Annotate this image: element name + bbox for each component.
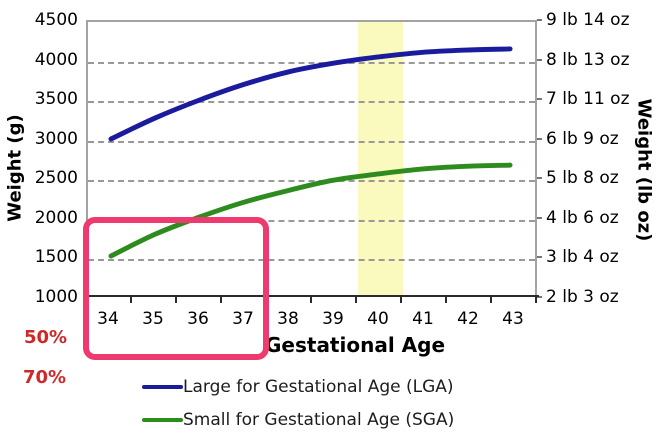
y-right-tick-7: 2 lb 3 oz xyxy=(546,287,619,307)
y-right-tick-5: 4 lb 6 oz xyxy=(546,207,619,228)
y-left-tick-3000: 3000 xyxy=(34,128,78,149)
y-right-tick-1: 8 lb 13 oz xyxy=(546,49,630,70)
y-left-tick-4500: 4500 xyxy=(34,10,78,30)
annotation-50-percent: 50% xyxy=(24,327,68,348)
plot-area xyxy=(86,20,537,297)
legend-label-lga: Large for Gestational Age (LGA) xyxy=(183,376,454,397)
x-axis-line xyxy=(84,295,539,297)
x-tick-43: 43 xyxy=(502,309,524,329)
x-tick-34: 34 xyxy=(97,309,119,329)
annotation-70-percent: 70% xyxy=(23,367,67,388)
y-left-tick-3500: 3500 xyxy=(34,89,78,110)
y-right-tick-mark xyxy=(537,177,542,180)
gridline-3000 xyxy=(88,140,535,143)
x-axis-tick-mark xyxy=(444,297,447,303)
legend: Large for Gestational Age (LGA) Small fo… xyxy=(142,375,454,441)
y-left-tick-1000: 1000 xyxy=(34,287,78,307)
y-right-tick-mark xyxy=(537,137,542,140)
y-right-tick-3: 6 lb 9 oz xyxy=(546,128,619,149)
x-axis-tick-mark xyxy=(354,297,357,303)
y-right-tick-0: 9 lb 14 oz xyxy=(546,10,630,30)
annotation-box-weeks-34-37 xyxy=(83,217,269,360)
x-tick-35: 35 xyxy=(142,309,164,329)
y-right-tick-mark xyxy=(537,19,542,21)
x-axis-tick-mark xyxy=(534,297,537,303)
gridline-3500 xyxy=(88,101,535,104)
curves-svg xyxy=(108,46,513,259)
y-left-tick-4000: 4000 xyxy=(34,49,78,70)
y-right-tick-2: 7 lb 11 oz xyxy=(546,89,630,110)
lga-curve xyxy=(108,46,513,142)
y-right-tick-mark xyxy=(537,296,542,298)
gridline-2500 xyxy=(88,180,535,183)
y-right-tick-mark xyxy=(537,58,542,61)
gridline-2000 xyxy=(88,219,535,222)
x-axis-tick-mark xyxy=(489,297,492,303)
lga-line-swatch xyxy=(142,384,183,389)
y-right-tick-mark xyxy=(537,216,542,219)
week40-highlight-band xyxy=(357,22,403,295)
x-tick-37: 37 xyxy=(232,309,254,329)
x-axis-tick-mark xyxy=(129,297,132,303)
legend-item-lga: Large for Gestational Age (LGA) xyxy=(142,375,454,398)
x-tick-36: 36 xyxy=(187,309,209,329)
gridline-1500 xyxy=(88,259,535,262)
y-right-tick-mark xyxy=(537,98,542,101)
sga-curve xyxy=(108,162,513,259)
y-left-tick-1500: 1500 xyxy=(34,247,78,268)
legend-item-sga: Small for Gestational Age (SGA) xyxy=(142,408,454,431)
y-right-tick-6: 3 lb 4 oz xyxy=(546,247,619,268)
right-axis-title: Weight (lb oz) xyxy=(633,98,655,242)
legend-label-sga: Small for Gestational Age (SGA) xyxy=(183,409,455,430)
x-tick-41: 41 xyxy=(412,309,434,329)
x-axis-tick-mark xyxy=(309,297,312,303)
y-left-tick-2000: 2000 xyxy=(34,207,78,228)
x-tick-40: 40 xyxy=(367,309,389,329)
x-tick-42: 42 xyxy=(457,309,479,329)
x-axis-tick-mark xyxy=(219,297,222,303)
gridline-4000 xyxy=(88,61,535,64)
x-axis-tick-mark xyxy=(174,297,177,303)
x-tick-39: 39 xyxy=(322,309,344,329)
y-right-tick-4: 5 lb 8 oz xyxy=(546,168,619,189)
sga-line-swatch xyxy=(142,417,183,422)
x-tick-38: 38 xyxy=(277,309,299,329)
y-right-tick-mark xyxy=(537,256,542,259)
y-left-tick-2500: 2500 xyxy=(34,168,78,189)
x-axis-tick-mark xyxy=(399,297,402,303)
x-axis-title: Gestational Age xyxy=(264,333,446,357)
